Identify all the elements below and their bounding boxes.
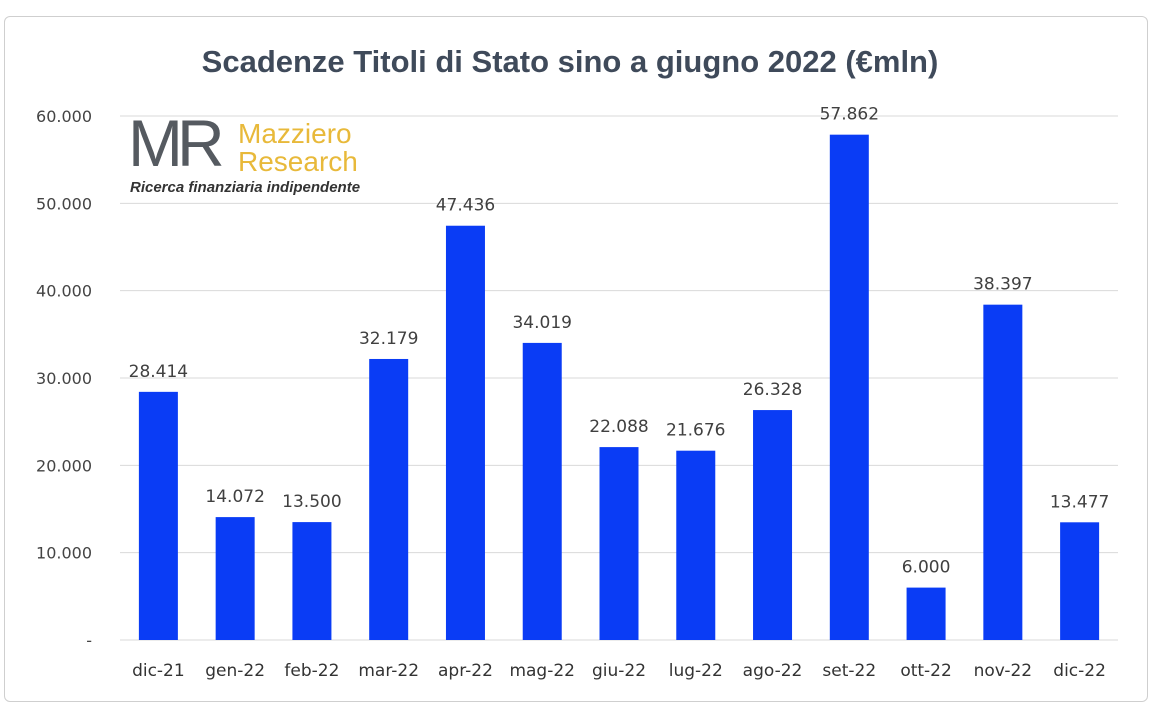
bar xyxy=(1060,522,1100,640)
bar xyxy=(983,304,1023,640)
data-label: 14.072 xyxy=(205,487,264,507)
x-category-label: apr-22 xyxy=(438,661,493,681)
chart-frame xyxy=(4,16,1148,702)
data-label: 47.436 xyxy=(436,196,495,216)
x-category-label: nov-22 xyxy=(974,661,1033,681)
x-category-label: giu-22 xyxy=(592,661,646,681)
x-category-label: set-22 xyxy=(822,661,876,681)
data-label: 57.862 xyxy=(820,105,879,125)
logo-mark: MR xyxy=(128,106,225,180)
bar xyxy=(138,391,178,640)
logo-name: Mazziero Research xyxy=(238,120,358,176)
logo-tagline: Ricerca finanziaria indipendente xyxy=(130,179,361,196)
data-label: 32.179 xyxy=(359,329,418,349)
y-tick-label: 20.000 xyxy=(36,456,92,475)
x-axis-categories: dic-21 gen-22 feb-22 mar-22 apr-22 mag-22 giu-… xyxy=(132,661,1106,681)
data-label: 34.019 xyxy=(512,313,571,333)
data-label: 26.328 xyxy=(743,380,802,400)
bar xyxy=(369,358,409,640)
chart-title: Scadenze Titoli di Stato sino a giugno 2… xyxy=(201,44,939,79)
x-category-label: dic-21 xyxy=(132,661,185,681)
x-category-label: mag-22 xyxy=(509,661,575,681)
bar xyxy=(829,134,869,640)
x-category-label: ago-22 xyxy=(743,661,803,681)
x-category-label: dic-22 xyxy=(1053,661,1106,681)
data-label: 22.088 xyxy=(589,417,648,437)
y-tick-label: 50.000 xyxy=(36,194,92,213)
logo-name-line1: Mazziero xyxy=(238,118,352,149)
y-tick-label: 10.000 xyxy=(36,544,92,563)
x-category-label: feb-22 xyxy=(284,661,339,681)
data-label: 6.000 xyxy=(902,558,951,578)
y-tick-label: - xyxy=(86,631,92,650)
bars xyxy=(138,134,1100,641)
mazziero-research-logo: MR Mazziero Research Ricerca finanziaria… xyxy=(126,110,386,200)
bar xyxy=(599,447,639,640)
bar xyxy=(522,342,562,640)
y-tick-label: 40.000 xyxy=(36,282,92,301)
data-label: 13.500 xyxy=(282,492,341,512)
data-label: 38.397 xyxy=(973,275,1032,295)
gridlines xyxy=(120,115,1118,641)
bar xyxy=(676,450,716,640)
x-category-label: ott-22 xyxy=(900,661,952,681)
bar xyxy=(215,517,255,640)
data-label: 21.676 xyxy=(666,421,725,441)
x-category-label: gen-22 xyxy=(205,661,265,681)
y-tick-label: 60.000 xyxy=(36,107,92,126)
y-tick-label: 30.000 xyxy=(36,369,92,388)
bar xyxy=(445,225,485,641)
x-category-label: lug-22 xyxy=(669,661,723,681)
x-category-label: mar-22 xyxy=(358,661,419,681)
data-labels: 28.414 14.072 13.500 32.179 47.436 34.019 22.0… xyxy=(129,105,1110,578)
data-label: 28.414 xyxy=(129,362,188,382)
bar xyxy=(906,587,946,640)
bar xyxy=(292,522,332,640)
data-label: 13.477 xyxy=(1050,492,1109,512)
logo-name-line2: Research xyxy=(238,146,358,177)
y-axis-ticks: - 10.000 20.000 30.000 40.000 50.000 60.000 xyxy=(36,107,92,650)
bar xyxy=(753,410,793,640)
